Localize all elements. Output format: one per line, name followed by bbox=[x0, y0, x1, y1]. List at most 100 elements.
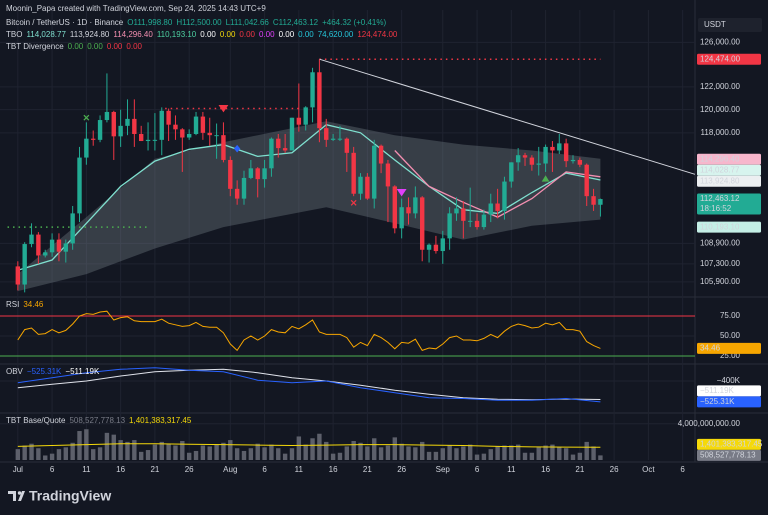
x-tick-label: 6 bbox=[262, 465, 267, 474]
unit[interactable]: USDT bbox=[704, 20, 726, 29]
legend-row: TBT Base/Quote 508,527,778.13 1,401,383,31… bbox=[6, 416, 192, 425]
candle-body bbox=[248, 168, 254, 178]
volume-bar bbox=[276, 448, 281, 460]
volume-bar bbox=[522, 452, 528, 460]
x-tick-label: 11 bbox=[507, 465, 516, 474]
volume-bar bbox=[406, 446, 411, 460]
y-tick-label: 107,300.00 bbox=[700, 259, 741, 268]
legend-text: −511.19K bbox=[65, 367, 100, 376]
candle-body bbox=[584, 164, 589, 197]
price-badge-label: 114,028.77 bbox=[700, 165, 740, 174]
candle-body bbox=[378, 145, 384, 164]
candle-body bbox=[344, 138, 350, 153]
volume-bar bbox=[132, 440, 137, 460]
candle-body bbox=[536, 163, 541, 165]
volume-bar bbox=[36, 448, 41, 460]
volume-bar bbox=[372, 438, 377, 460]
candle-body bbox=[296, 117, 302, 125]
y-tick-label: 108,900.00 bbox=[700, 239, 741, 248]
volume-bar bbox=[296, 436, 302, 460]
volume-bar bbox=[193, 450, 199, 460]
x-tick-label: 6 bbox=[680, 465, 685, 474]
candle-body bbox=[502, 181, 507, 211]
volume-bar bbox=[180, 440, 185, 460]
legend-text: 113,924.80 bbox=[70, 30, 110, 39]
price-badge bbox=[697, 342, 761, 354]
price-badge bbox=[697, 175, 761, 187]
legend-text: RSI bbox=[6, 300, 19, 309]
candle-body bbox=[186, 133, 192, 138]
volume-bar bbox=[570, 454, 576, 460]
volume-bar bbox=[111, 434, 116, 460]
volume-bar bbox=[138, 451, 144, 460]
legend-row: OBV −525.31K −511.19K bbox=[6, 367, 100, 376]
price-badge-label: −525.31K bbox=[700, 397, 735, 406]
price-badge-label: 114,296.40 bbox=[700, 154, 740, 163]
volume-bar bbox=[413, 447, 418, 460]
volume-bar bbox=[337, 452, 343, 460]
candle-body bbox=[282, 148, 288, 151]
volume-bar bbox=[509, 445, 514, 460]
volume-bar bbox=[474, 454, 480, 460]
legend-row: Bitcoin / TetherUS · 1D · Binance O111,99… bbox=[6, 18, 386, 27]
candle-body bbox=[358, 176, 363, 194]
candle-body bbox=[234, 188, 240, 199]
series-line bbox=[17, 367, 601, 403]
volume-bar bbox=[344, 446, 350, 460]
x-tick-label: 26 bbox=[397, 465, 406, 474]
signal-marker bbox=[541, 175, 550, 182]
volume-bar bbox=[207, 446, 212, 460]
candle-body bbox=[310, 72, 315, 108]
volume-bar bbox=[536, 447, 541, 460]
signal-marker bbox=[218, 105, 229, 113]
legend-text: TBT Divergence bbox=[6, 42, 64, 51]
candle-body bbox=[563, 143, 569, 162]
candle-body bbox=[77, 157, 82, 214]
volume-bar bbox=[97, 447, 103, 460]
candle-body bbox=[529, 157, 535, 165]
legend-text: O111,998.80 bbox=[127, 18, 173, 27]
volume-bar bbox=[173, 445, 178, 460]
volume-bar bbox=[49, 453, 55, 460]
candle-body bbox=[550, 146, 555, 151]
candle-body bbox=[426, 244, 432, 250]
candle-body bbox=[91, 138, 96, 140]
x-tick-label: 26 bbox=[610, 465, 619, 474]
candle-body bbox=[481, 214, 487, 228]
volume-bar bbox=[63, 447, 68, 460]
candle-body bbox=[440, 238, 445, 252]
candle-body bbox=[330, 138, 336, 140]
signal-marker bbox=[233, 144, 241, 153]
signal-marker bbox=[396, 188, 407, 197]
volume-bar bbox=[557, 447, 562, 460]
candle-body bbox=[543, 146, 548, 164]
price-badge-label: 110,193.10 bbox=[700, 222, 740, 231]
unit-box[interactable] bbox=[698, 18, 762, 32]
legend-row: TBO 114,028.77 113,924.80 114,296.40 110,193… bbox=[6, 30, 398, 39]
price-badge-label: 508,527,778.13 bbox=[700, 451, 756, 460]
volume-bar bbox=[248, 448, 254, 460]
volume-bar bbox=[234, 448, 240, 460]
y-tick-label: 75.00 bbox=[720, 311, 741, 320]
volume-bar bbox=[584, 441, 589, 460]
candle-body bbox=[200, 116, 206, 133]
candle-body bbox=[173, 124, 178, 130]
legend-text: 0.00 bbox=[220, 30, 236, 39]
x-tick-label: Aug bbox=[223, 465, 237, 474]
candle-body bbox=[461, 208, 466, 221]
candle-body bbox=[351, 152, 356, 194]
legend-text: H112,500.00 bbox=[176, 18, 222, 27]
candle-body bbox=[56, 239, 62, 252]
volume-bar bbox=[420, 441, 425, 460]
legend-row: TBT Divergence 0.00 0.00 0.00 0.00 bbox=[6, 42, 143, 51]
candle-body bbox=[138, 133, 144, 142]
candle-body bbox=[269, 138, 274, 169]
legend-text: TBT Base/Quote bbox=[6, 416, 66, 425]
volume-bar bbox=[550, 444, 555, 460]
legend-text: 114,296.40 bbox=[113, 30, 153, 39]
legend-text: 0.00 bbox=[259, 30, 275, 39]
x-tick-label: 16 bbox=[541, 465, 550, 474]
candle-body bbox=[406, 207, 411, 214]
